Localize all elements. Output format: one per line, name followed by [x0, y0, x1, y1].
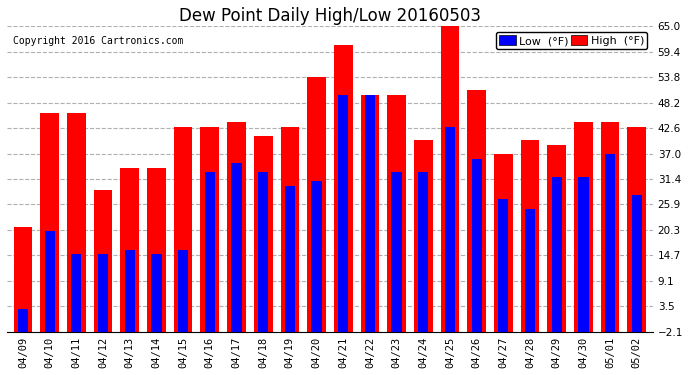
Title: Dew Point Daily High/Low 20160503: Dew Point Daily High/Low 20160503 [179, 7, 481, 25]
Bar [418, 172, 428, 332]
Bar [120, 168, 139, 332]
Bar [525, 209, 535, 332]
Bar [14, 227, 32, 332]
Legend: Low  (°F), High  (°F): Low (°F), High (°F) [495, 32, 647, 50]
Bar [254, 136, 273, 332]
Bar [445, 127, 455, 332]
Bar [258, 172, 268, 332]
Bar [151, 254, 161, 332]
Bar [605, 154, 615, 332]
Text: Copyright 2016 Cartronics.com: Copyright 2016 Cartronics.com [13, 36, 184, 46]
Bar [311, 181, 322, 332]
Bar [387, 95, 406, 332]
Bar [631, 195, 642, 332]
Bar [98, 254, 108, 332]
Bar [361, 95, 380, 332]
Bar [365, 95, 375, 332]
Bar [551, 177, 562, 332]
Bar [125, 249, 135, 332]
Bar [307, 76, 326, 332]
Bar [205, 172, 215, 332]
Bar [285, 186, 295, 332]
Bar [227, 122, 246, 332]
Bar [547, 145, 566, 332]
Bar [40, 113, 59, 332]
Bar [494, 154, 513, 332]
Bar [200, 127, 219, 332]
Bar [601, 122, 620, 332]
Bar [391, 172, 402, 332]
Bar [231, 163, 241, 332]
Bar [18, 309, 28, 332]
Bar [414, 140, 433, 332]
Bar [627, 127, 646, 332]
Bar [147, 168, 166, 332]
Bar [67, 113, 86, 332]
Bar [338, 95, 348, 332]
Bar [94, 190, 112, 332]
Bar [521, 140, 540, 332]
Bar [441, 27, 460, 332]
Bar [578, 177, 589, 332]
Bar [498, 200, 509, 332]
Bar [574, 122, 593, 332]
Bar [178, 249, 188, 332]
Bar [334, 45, 353, 332]
Bar [467, 90, 486, 332]
Bar [471, 159, 482, 332]
Bar [281, 127, 299, 332]
Bar [45, 231, 55, 332]
Bar [71, 254, 81, 332]
Bar [174, 127, 193, 332]
